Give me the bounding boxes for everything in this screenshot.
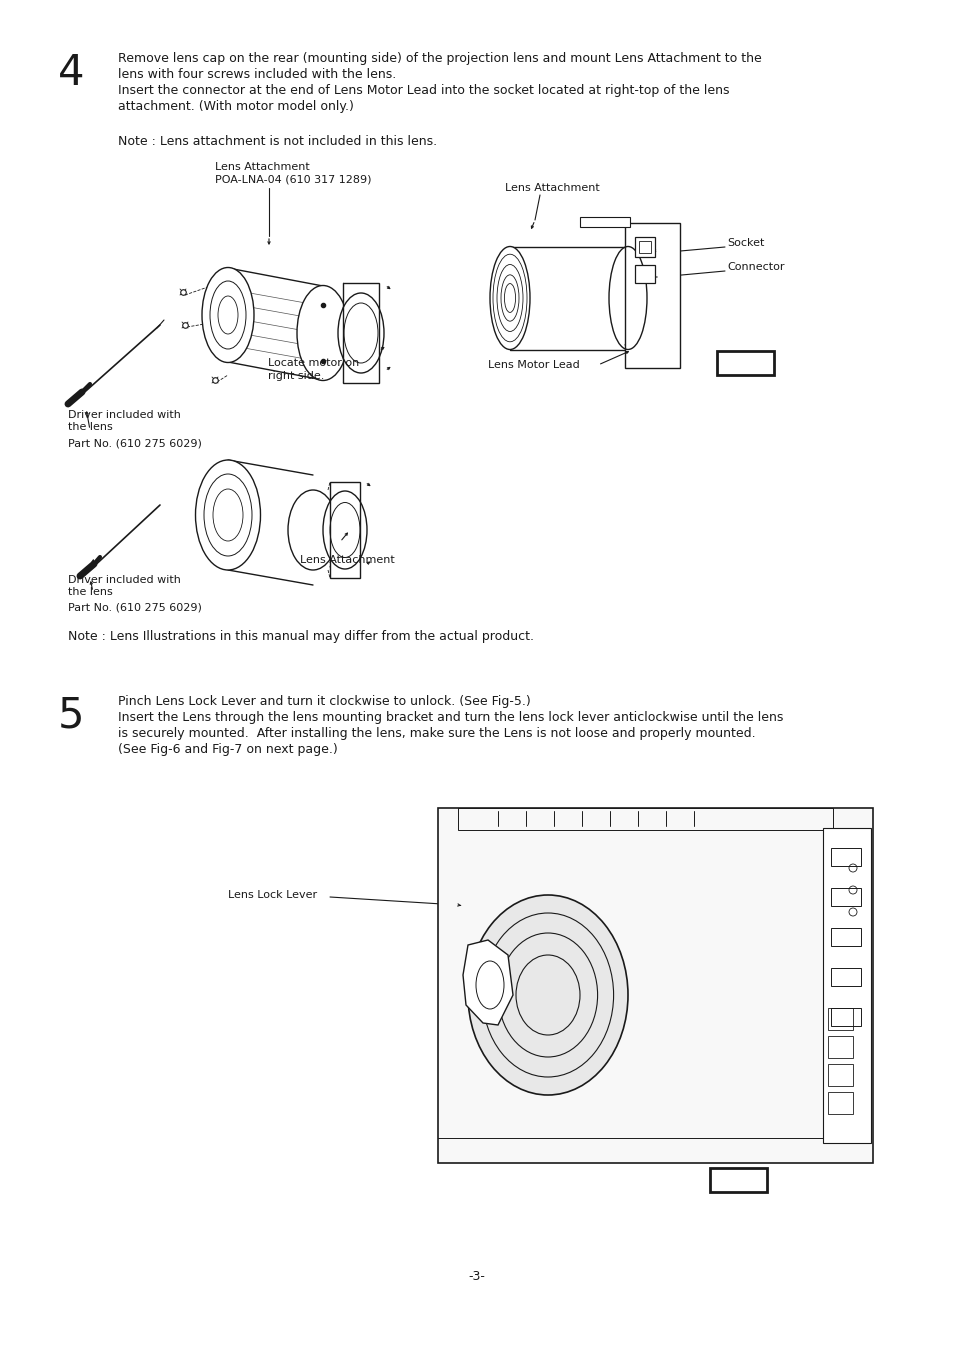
Text: Lens Lock Lever: Lens Lock Lever <box>228 890 316 900</box>
Bar <box>827 1008 852 1031</box>
Text: POA-LNA-04 (610 317 1289): POA-LNA-04 (610 317 1289) <box>214 175 371 185</box>
Ellipse shape <box>296 286 349 380</box>
Text: Part No. (610 275 6029): Part No. (610 275 6029) <box>68 602 202 612</box>
Text: Connector: Connector <box>726 262 783 272</box>
Text: Remove lens cap on the rear (mounting side) of the projection lens and mount Len: Remove lens cap on the rear (mounting si… <box>118 53 760 65</box>
Text: right side.: right side. <box>268 371 324 380</box>
Bar <box>343 283 378 383</box>
Text: 5: 5 <box>58 695 85 737</box>
Text: -3-: -3- <box>468 1269 485 1283</box>
Ellipse shape <box>490 247 530 349</box>
Bar <box>330 482 359 577</box>
Bar <box>717 351 773 375</box>
Text: Insert the connector at the end of Lens Motor Lead into the socket located at ri: Insert the connector at the end of Lens … <box>118 84 729 97</box>
Bar <box>437 808 872 1163</box>
Ellipse shape <box>468 894 627 1095</box>
Bar <box>822 828 870 1143</box>
Text: (See Fig-6 and Fig-7 on next page.): (See Fig-6 and Fig-7 on next page.) <box>118 743 337 755</box>
Text: Insert the Lens through the lens mounting bracket and turn the lens lock lever a: Insert the Lens through the lens mountin… <box>118 711 782 724</box>
Ellipse shape <box>195 460 260 571</box>
Bar <box>830 928 861 946</box>
Bar <box>827 1064 852 1086</box>
Text: lens with four screws included with the lens.: lens with four screws included with the … <box>118 67 395 81</box>
Ellipse shape <box>288 490 337 571</box>
Bar <box>830 888 861 907</box>
Bar <box>457 808 832 830</box>
Text: Socket: Socket <box>726 237 763 248</box>
Bar <box>709 1168 766 1193</box>
Text: Note : Lens Illustrations in this manual may differ from the actual product.: Note : Lens Illustrations in this manual… <box>68 630 534 643</box>
Bar <box>830 1008 861 1027</box>
Text: Lens Attachment: Lens Attachment <box>504 183 599 193</box>
Bar <box>624 223 679 368</box>
Bar <box>579 217 629 227</box>
Text: Fig-4: Fig-4 <box>720 353 763 370</box>
Bar <box>635 264 655 283</box>
Text: Lens Attachment: Lens Attachment <box>299 554 395 565</box>
Text: Pinch Lens Lock Lever and turn it clockwise to unlock. (See Fig-5.): Pinch Lens Lock Lever and turn it clockw… <box>118 695 530 708</box>
Text: Lens Attachment: Lens Attachment <box>214 162 310 173</box>
Text: Note : Lens attachment is not included in this lens.: Note : Lens attachment is not included i… <box>118 135 436 148</box>
Text: Driver included with
the lens: Driver included with the lens <box>68 410 181 433</box>
Text: Part No. (610 275 6029): Part No. (610 275 6029) <box>68 438 202 448</box>
Bar <box>830 849 861 866</box>
Text: Driver included with
the lens: Driver included with the lens <box>68 575 181 598</box>
Bar <box>827 1091 852 1114</box>
Bar <box>827 1036 852 1058</box>
Text: 4: 4 <box>58 53 85 94</box>
Text: Locate motor on: Locate motor on <box>268 357 359 368</box>
Bar <box>635 237 655 258</box>
Bar <box>639 241 650 254</box>
Text: is securely mounted.  After installing the lens, make sure the Lens is not loose: is securely mounted. After installing th… <box>118 727 755 741</box>
Text: Lens Motor Lead: Lens Motor Lead <box>488 360 579 370</box>
Polygon shape <box>462 940 513 1025</box>
Text: attachment. (With motor model only.): attachment. (With motor model only.) <box>118 100 354 113</box>
Ellipse shape <box>202 267 253 363</box>
Text: Fig-5: Fig-5 <box>713 1171 757 1186</box>
Bar <box>830 969 861 986</box>
